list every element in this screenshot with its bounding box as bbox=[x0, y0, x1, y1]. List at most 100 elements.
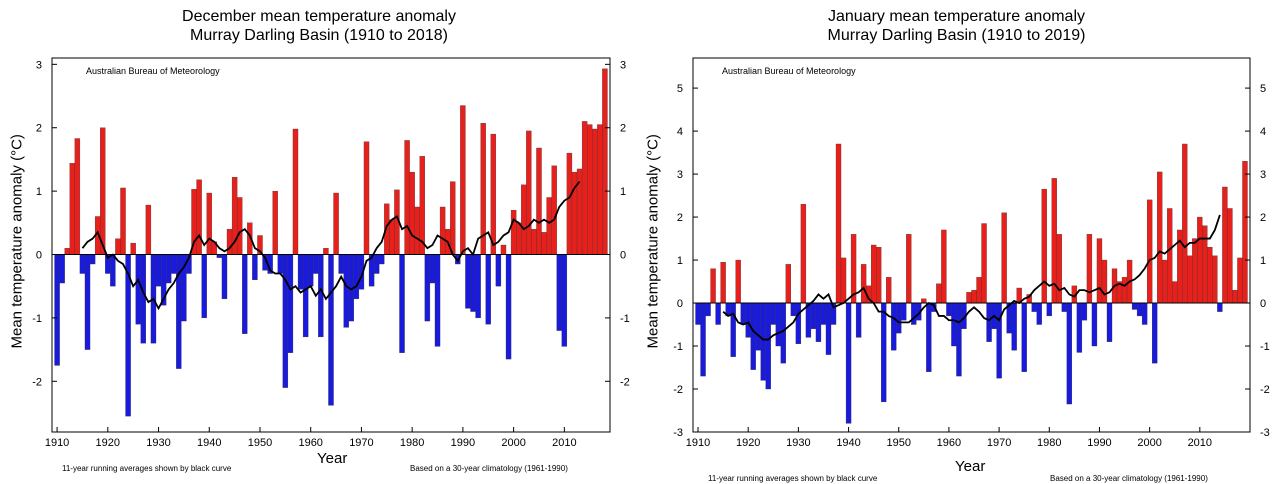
positive-anomaly-bar bbox=[541, 232, 547, 255]
negative-anomaly-bar bbox=[1011, 302, 1017, 351]
positive-anomaly-bar bbox=[735, 259, 741, 304]
negative-anomaly-bar bbox=[470, 254, 476, 312]
positive-anomaly-bar bbox=[886, 277, 892, 304]
x-tick-label: 1990 bbox=[1087, 437, 1111, 449]
y-tick-label-left: -1 bbox=[673, 341, 683, 353]
plot-frame bbox=[692, 57, 1251, 433]
negative-anomaly-bar bbox=[1217, 302, 1223, 312]
y-axis-label: Mean temperature anomaly (°C) bbox=[8, 134, 26, 349]
negative-anomaly-bar bbox=[745, 302, 751, 338]
positive-anomaly-bar bbox=[1096, 238, 1103, 304]
positive-anomaly-bar bbox=[323, 248, 329, 255]
positive-anomaly-bar bbox=[921, 298, 927, 304]
positive-anomaly-bar bbox=[363, 141, 370, 255]
positive-anomaly-bar bbox=[546, 197, 552, 255]
negative-anomaly-bar bbox=[429, 254, 436, 284]
positive-anomaly-bar bbox=[1162, 259, 1168, 304]
negative-anomaly-bar bbox=[695, 302, 701, 325]
y-tick-label-left: 0 bbox=[677, 298, 683, 310]
negative-anomaly-bar bbox=[946, 302, 952, 317]
negative-anomaly-bar bbox=[1031, 302, 1037, 312]
y-tick-label-right: -1 bbox=[1260, 341, 1270, 353]
running-average-curve bbox=[722, 214, 1221, 341]
positive-anomaly-bar bbox=[1146, 199, 1153, 304]
positive-anomaly-bar bbox=[1101, 259, 1108, 304]
negative-anomaly-bar bbox=[84, 254, 91, 350]
y-tick-label-right: 1 bbox=[620, 186, 626, 198]
footnote-running-average: 11-year running averages shown by black … bbox=[708, 474, 878, 483]
positive-anomaly-bar bbox=[597, 124, 603, 255]
january-panel: January mean temperature anomaly Murray … bbox=[638, 0, 1275, 484]
y-tick-label-left: -1 bbox=[32, 313, 42, 325]
positive-anomaly-bar bbox=[1212, 255, 1218, 304]
positive-anomaly-bar bbox=[389, 219, 395, 255]
negative-anomaly-bar bbox=[951, 302, 957, 347]
positive-anomaly-bar bbox=[516, 222, 522, 255]
negative-anomaly-bar bbox=[556, 254, 562, 331]
negative-anomaly-bar bbox=[1066, 302, 1073, 405]
positive-anomaly-bar bbox=[409, 171, 415, 255]
negative-anomaly-bar bbox=[343, 254, 349, 328]
y-tick-label-left: 2 bbox=[36, 123, 42, 135]
negative-anomaly-bar bbox=[165, 254, 172, 284]
x-tick-label: 1990 bbox=[451, 437, 475, 449]
december-anomaly-chart: -2 -2 -1 -1 0 0 1 1 2 2 3 3 1910 1920 1930 1940 1950 1960… bbox=[32, 57, 630, 449]
positive-anomaly-bar bbox=[100, 127, 106, 255]
january-anomaly-chart: -3 -3 -2 -2 -1 -1 0 0 1 1 2 2 3 3 4 4 5 5 1910 1920 1930 1940… bbox=[673, 57, 1270, 449]
x-tick-label: 1910 bbox=[45, 437, 69, 449]
negative-anomaly-bar bbox=[700, 302, 706, 377]
positive-anomaly-bar bbox=[566, 152, 573, 255]
negative-anomaly-bar bbox=[765, 302, 771, 390]
positive-anomaly-bar bbox=[971, 289, 977, 304]
negative-anomaly-bar bbox=[373, 254, 380, 274]
positive-anomaly-bar bbox=[1041, 188, 1047, 304]
negative-anomaly-bar bbox=[1106, 302, 1113, 342]
y-axis-label: Mean temperature anomaly (°C) bbox=[644, 134, 662, 349]
negative-anomaly-bar bbox=[54, 254, 60, 366]
footnote-climatology: Based on a 30-year climatology (1961-199… bbox=[1050, 474, 1208, 483]
x-tick-label: 2000 bbox=[501, 437, 525, 449]
positive-anomaly-bar bbox=[292, 128, 299, 255]
y-tick-label-right: -2 bbox=[620, 376, 630, 388]
y-tick-label-left: -3 bbox=[673, 427, 683, 439]
negative-anomaly-bar bbox=[730, 302, 736, 357]
negative-anomaly-bar bbox=[775, 302, 781, 347]
positive-anomaly-bar bbox=[941, 229, 947, 304]
x-tick-label: 1910 bbox=[686, 437, 710, 449]
positive-anomaly-bar bbox=[785, 264, 792, 304]
negative-anomaly-bar bbox=[715, 302, 721, 325]
negative-anomaly-bar bbox=[297, 254, 304, 290]
negative-anomaly-bar bbox=[318, 254, 324, 338]
x-axis-label: Year bbox=[955, 458, 986, 475]
positive-anomaly-bar bbox=[521, 184, 527, 255]
positive-anomaly-bar bbox=[860, 264, 867, 304]
x-tick-label: 1960 bbox=[298, 437, 322, 449]
negative-anomaly-bar bbox=[1076, 302, 1083, 353]
positive-anomaly-bar bbox=[587, 124, 593, 255]
negative-anomaly-bar bbox=[171, 254, 177, 274]
negative-anomaly-bar bbox=[221, 254, 228, 300]
negative-anomaly-bar bbox=[911, 302, 917, 325]
positive-anomaly-bar bbox=[536, 147, 542, 255]
positive-anomaly-bar bbox=[800, 204, 807, 304]
x-tick-label: 1920 bbox=[736, 437, 760, 449]
positive-anomaly-bar bbox=[526, 130, 532, 255]
negative-anomaly-bar bbox=[338, 254, 344, 274]
x-tick-label: 1940 bbox=[197, 437, 221, 449]
positive-anomaly-bar bbox=[1192, 238, 1198, 304]
negative-anomaly-bar bbox=[755, 302, 761, 351]
y-tick-label-left: -2 bbox=[32, 376, 42, 388]
x-tick-label: 1920 bbox=[96, 437, 120, 449]
positive-anomaly-bar bbox=[272, 190, 278, 255]
negative-anomaly-bar bbox=[855, 302, 862, 338]
negative-anomaly-bar bbox=[1131, 302, 1138, 310]
negative-anomaly-bar bbox=[561, 254, 568, 347]
credit-label: Australian Bureau of Meteorology bbox=[722, 66, 856, 76]
negative-anomaly-bar bbox=[705, 302, 711, 317]
positive-anomaly-bar bbox=[1056, 234, 1062, 304]
positive-anomaly-bar bbox=[414, 206, 420, 255]
negative-anomaly-bar bbox=[475, 254, 481, 319]
negative-anomaly-bar bbox=[313, 254, 319, 274]
negative-anomaly-bar bbox=[353, 254, 360, 300]
y-tick-label-right: 2 bbox=[1260, 212, 1266, 224]
